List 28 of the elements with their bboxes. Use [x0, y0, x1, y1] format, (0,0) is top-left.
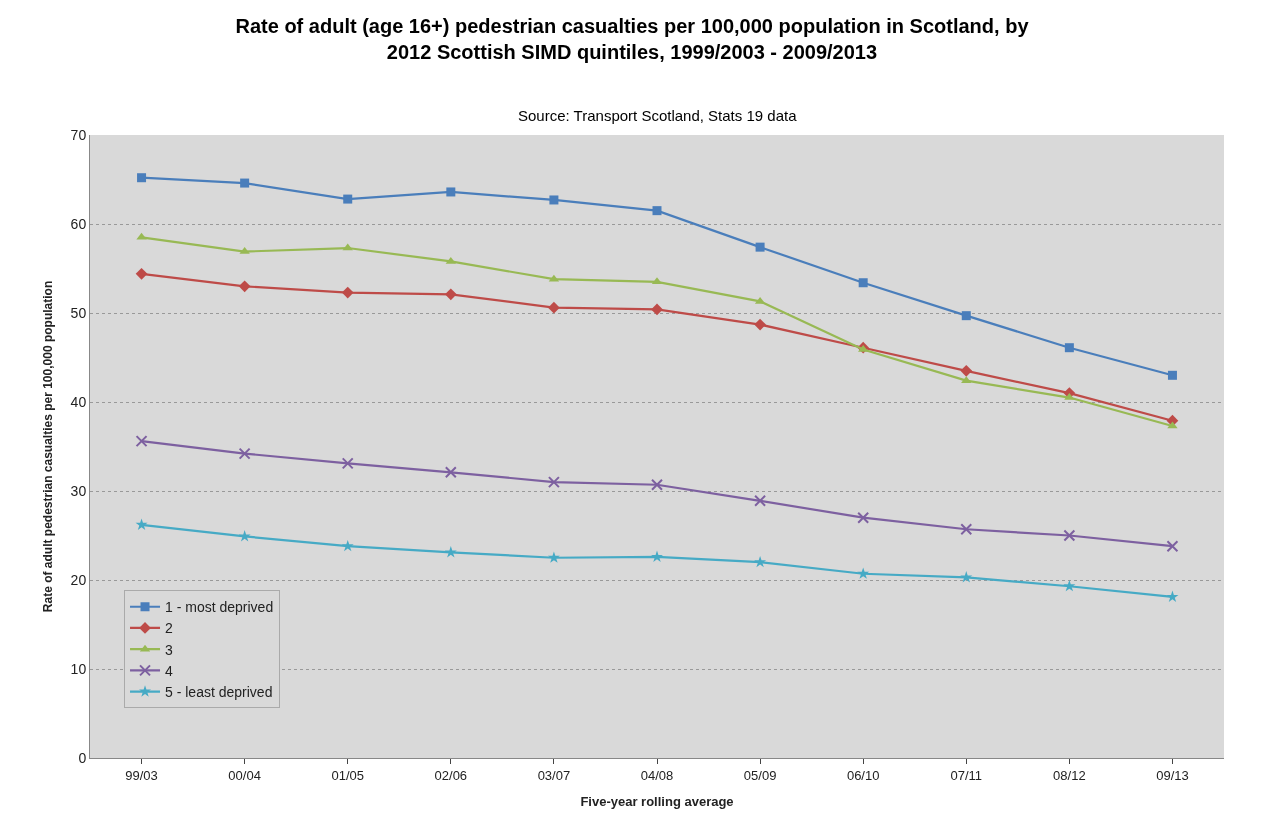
x-tick-label: 05/09 — [743, 767, 777, 783]
legend-label: 4 — [165, 662, 174, 679]
x-tick-label: 06/10 — [846, 767, 880, 783]
y-tick-label: 0 — [78, 749, 87, 766]
legend-label: 5 - least deprived — [165, 684, 273, 701]
x-tick-label: 03/07 — [537, 767, 571, 783]
x-tick-label: 02/06 — [434, 767, 468, 783]
x-tick-label: 09/13 — [1156, 767, 1189, 783]
x-tick-label: 04/08 — [640, 767, 674, 783]
x-tick-label: 07/11 — [950, 767, 983, 783]
chart-subtitle: Source: Transport Scotland, Stats 19 data — [518, 107, 798, 124]
y-tick-label: 40 — [70, 393, 87, 410]
x-tick-label: 01/05 — [331, 767, 364, 783]
y-tick-label: 30 — [70, 482, 87, 499]
y-tick-label: 20 — [70, 571, 87, 588]
chart-title: Rate of adult (age 16+) pedestrian casualties per 100,000 population in Scotland, by 2012 Scottish SIMD quintiles, 1999/2003 - 2009/2013 — [235, 15, 1030, 64]
y-tick-label: 60 — [70, 215, 87, 232]
legend-label: 3 — [165, 641, 174, 658]
y-tick-label: 70 — [70, 126, 87, 143]
x-axis-title: Five-year rolling average — [580, 794, 734, 810]
x-tick-label: 00/04 — [228, 767, 261, 783]
x-tick-label: 99/03 — [125, 767, 158, 783]
x-tick-label: 08/12 — [1053, 767, 1086, 783]
legend-label: 2 — [165, 620, 174, 637]
legend-label: 1 - most deprived — [165, 599, 274, 616]
y-axis-title: Rate of adult pedestrian casualties per 100,000 population — [40, 280, 55, 613]
y-tick-label: 50 — [70, 304, 87, 321]
y-tick-label: 10 — [70, 660, 87, 677]
